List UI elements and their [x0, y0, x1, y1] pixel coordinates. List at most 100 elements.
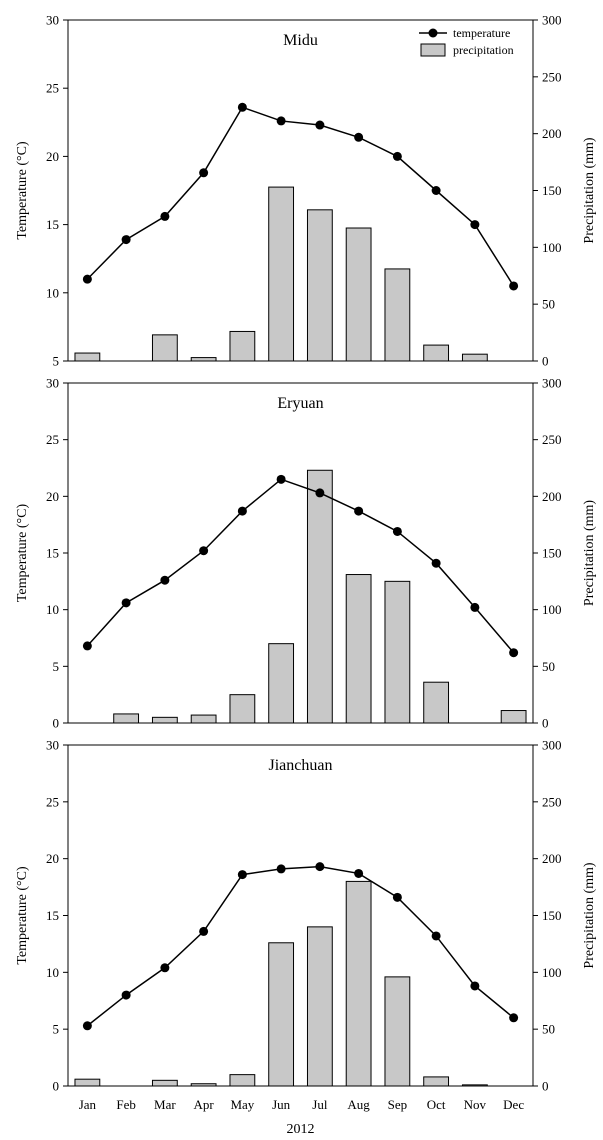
temp-tick-label: 5 — [53, 354, 60, 369]
month-tick-label: Jan — [79, 1097, 97, 1112]
month-tick-label: Jul — [312, 1097, 328, 1112]
precip-tick-label: 100 — [542, 965, 562, 980]
panel-midu: 51015202530050100150200250300Temperature… — [15, 13, 597, 369]
temperature-point — [276, 116, 286, 126]
temp-tick-label: 25 — [46, 794, 59, 809]
precip-tick-label: 100 — [542, 602, 562, 617]
plot-frame — [67, 19, 534, 362]
x-axis-title: 2012 — [287, 1122, 315, 1137]
precip-bar — [306, 209, 333, 362]
precip-tick-label: 150 — [542, 908, 562, 923]
precip-axis-title: Precipitation (mm) — [582, 500, 597, 606]
temperature-line — [86, 478, 515, 654]
precip-bar — [461, 1084, 488, 1087]
precip-bar — [384, 580, 411, 724]
temp-tick-label: 20 — [46, 851, 59, 866]
precip-bar — [268, 942, 295, 1087]
temp-tick-label: 15 — [46, 546, 59, 561]
month-tick-label: Dec — [503, 1097, 524, 1112]
precip-tick-label: 50 — [542, 297, 555, 312]
precip-tick-label: 0 — [542, 716, 549, 731]
temperature-point — [82, 274, 92, 284]
plot-frame — [67, 744, 534, 1087]
precip-tick-label: 100 — [542, 240, 562, 255]
month-tick-label: Oct — [427, 1097, 446, 1112]
temperature-point — [121, 598, 131, 608]
temp-tick-label: 30 — [46, 13, 59, 28]
temp-tick-label: 0 — [53, 1079, 60, 1094]
temperature-point — [470, 220, 480, 230]
precip-bar — [345, 880, 372, 1087]
temp-tick-label: 30 — [46, 738, 59, 753]
temperature-point — [315, 862, 325, 872]
temp-tick-label: 20 — [46, 489, 59, 504]
precip-axis-title: Precipitation (mm) — [582, 862, 597, 968]
month-tick-label: Nov — [464, 1097, 487, 1112]
precip-tick-label: 200 — [542, 126, 562, 141]
precip-bar — [190, 1083, 217, 1087]
temperature-point — [431, 186, 441, 195]
precip-bar — [229, 330, 256, 362]
precip-bar — [500, 710, 527, 724]
temperature-point — [354, 132, 364, 142]
precip-bar — [306, 469, 333, 724]
temperature-point — [470, 981, 480, 991]
temp-tick-label: 10 — [46, 602, 59, 617]
temp-axis-title: Temperature (°C) — [15, 504, 30, 603]
precip-tick-label: 250 — [542, 794, 562, 809]
temp-tick-label: 10 — [46, 965, 59, 980]
temperature-point — [82, 641, 92, 651]
temperature-point — [237, 870, 247, 880]
temperature-point — [199, 168, 209, 178]
temp-tick-label: 15 — [46, 908, 59, 923]
month-tick-label: Aug — [347, 1097, 370, 1112]
temperature-point — [392, 892, 402, 902]
legend-bar-swatch — [420, 43, 446, 57]
precip-tick-label: 250 — [542, 432, 562, 447]
precip-tick-label: 150 — [542, 183, 562, 198]
temperature-point — [431, 931, 441, 941]
precip-tick-label: 300 — [542, 738, 562, 753]
temperature-line — [86, 106, 515, 287]
precip-bar — [74, 352, 101, 362]
temp-tick-label: 25 — [46, 81, 59, 96]
precip-tick-label: 200 — [542, 851, 562, 866]
month-tick-label: Apr — [194, 1097, 215, 1112]
temperature-point — [470, 602, 480, 612]
precip-tick-label: 50 — [542, 659, 555, 674]
precip-bar — [74, 1078, 101, 1087]
precip-bar — [423, 1076, 450, 1087]
temperature-point — [199, 546, 209, 556]
temperature-point — [509, 1013, 519, 1023]
temperature-point — [82, 1021, 92, 1031]
temperature-point — [237, 506, 247, 516]
month-tick-label: Jun — [272, 1097, 291, 1112]
panel-title: Eryuan — [277, 395, 323, 412]
temperature-point — [354, 868, 364, 878]
temperature-point — [509, 281, 519, 291]
month-tick-label: Sep — [388, 1097, 408, 1112]
precip-bar — [423, 681, 450, 724]
precip-tick-label: 200 — [542, 489, 562, 504]
panel-eryuan: 051015202530050100150200250300Temperatur… — [15, 376, 597, 731]
precip-axis-title: Precipitation (mm) — [582, 137, 597, 243]
temperature-point — [509, 648, 519, 658]
precip-bar — [151, 334, 178, 362]
precip-bar — [151, 1079, 178, 1087]
temp-axis-title: Temperature (°C) — [15, 141, 30, 240]
temperature-point — [160, 963, 170, 973]
precip-tick-label: 250 — [542, 69, 562, 84]
temperature-point — [237, 102, 247, 112]
plot-frame — [67, 382, 534, 724]
legend-marker-swatch — [428, 28, 438, 38]
precip-bar — [345, 227, 372, 362]
temp-tick-label: 10 — [46, 285, 59, 300]
temperature-point — [276, 474, 286, 484]
temperature-point — [199, 926, 209, 936]
temperature-point — [160, 211, 170, 221]
temp-tick-label: 5 — [53, 659, 60, 674]
panel-title: Jianchuan — [269, 757, 333, 774]
temp-tick-label: 30 — [46, 376, 59, 391]
temperature-point — [315, 120, 325, 130]
